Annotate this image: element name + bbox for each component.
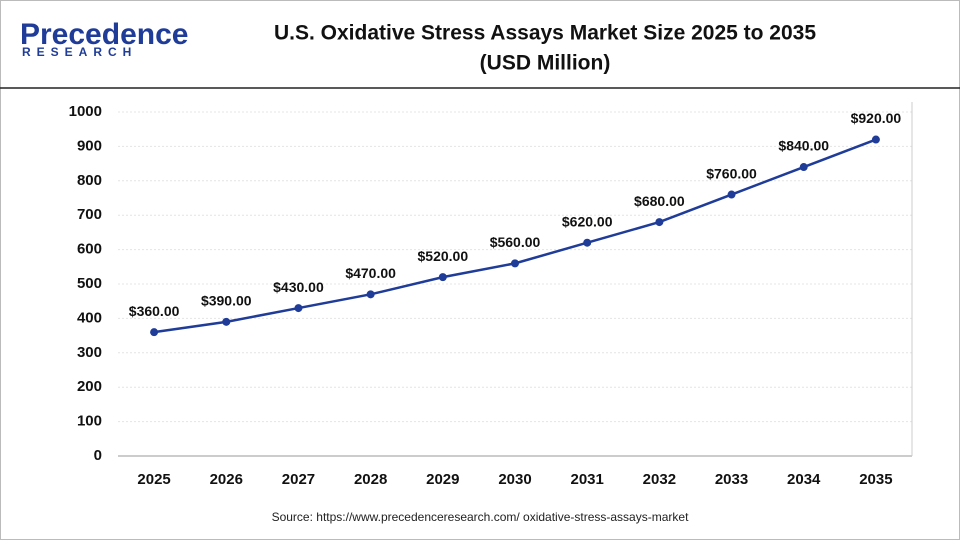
value-label: $560.00	[490, 234, 541, 250]
y-tick-label: 500	[77, 275, 102, 292]
y-tick-label: 100	[77, 413, 102, 430]
x-tick-label: 2032	[643, 471, 676, 488]
chart-title: U.S. Oxidative Stress Assays Market Size…	[274, 22, 816, 45]
point	[222, 317, 231, 326]
value-label: $920.00	[851, 110, 902, 126]
x-tick-label: 2030	[498, 471, 531, 488]
point	[511, 259, 519, 268]
point	[727, 190, 736, 199]
source: Source: https://www.precedenceresearch.c…	[272, 510, 689, 524]
y-tick-label: 900	[77, 137, 102, 154]
point	[871, 135, 880, 144]
x-tick-label: 2026	[210, 471, 243, 488]
point	[150, 328, 159, 337]
chart-subtitle: (USD Million)	[480, 52, 611, 75]
value-label: $760.00	[706, 165, 757, 181]
point	[799, 163, 808, 172]
point	[655, 218, 664, 227]
value-label: $620.00	[562, 213, 613, 229]
y-tick-label: 400	[77, 309, 102, 326]
y-tick-label: 800	[77, 172, 102, 189]
x-tick-label: 2028	[354, 471, 387, 488]
logo-name: Precedence	[20, 18, 188, 51]
y-tick-label: 600	[77, 241, 102, 258]
x-tick-label: 2031	[570, 471, 603, 488]
point	[366, 290, 375, 299]
x-tick-label: 2029	[426, 471, 459, 488]
logo-sub: RESEARCH	[22, 45, 137, 59]
y-tick-label: 0	[94, 447, 102, 464]
y-tick-label: 1000	[69, 103, 102, 120]
value-label: $520.00	[418, 248, 469, 264]
x-tick-label: 2033	[715, 471, 748, 488]
y-tick-label: 200	[77, 378, 102, 395]
x-tick-label: 2025	[137, 471, 170, 488]
point	[438, 273, 447, 282]
x-tick-label: 2027	[282, 471, 315, 488]
y-tick-label: 700	[77, 206, 102, 223]
x-tick-label: 2034	[787, 471, 821, 488]
value-label: $360.00	[129, 303, 180, 319]
point	[583, 238, 592, 247]
value-label: $680.00	[634, 193, 685, 209]
value-label: $470.00	[345, 265, 396, 281]
value-label: $430.00	[273, 279, 324, 295]
x-tick-label: 2035	[859, 471, 892, 488]
value-label: $840.00	[778, 138, 829, 154]
y-tick-label: 300	[77, 344, 102, 361]
value-label: $390.00	[201, 293, 252, 309]
point	[294, 304, 303, 313]
